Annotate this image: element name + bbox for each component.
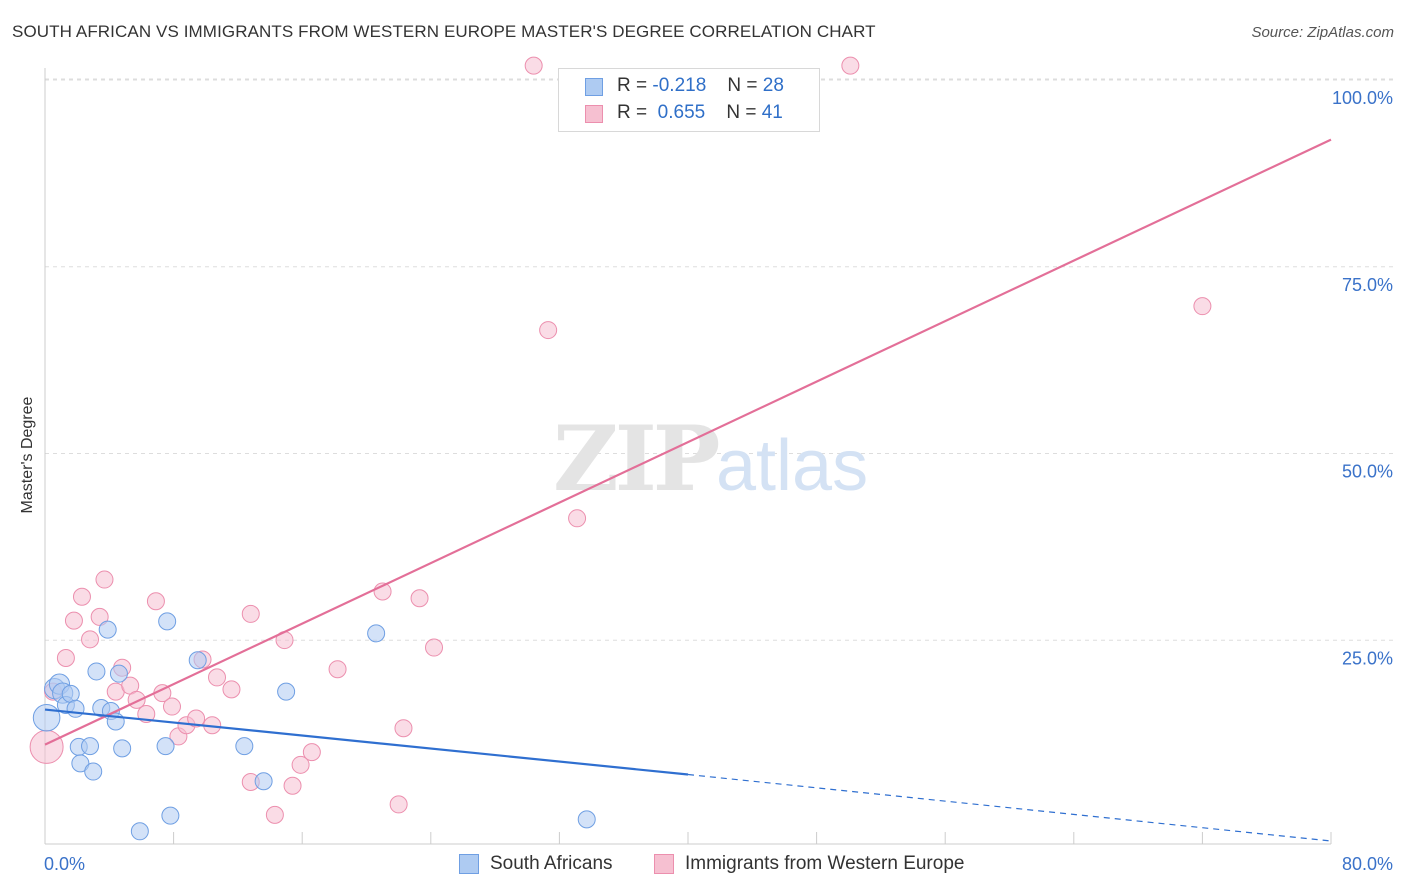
data-point[interactable] <box>328 660 347 679</box>
data-point[interactable] <box>208 668 227 687</box>
data-point[interactable] <box>81 630 100 649</box>
data-point[interactable] <box>277 682 296 701</box>
legend-n-label: N = <box>726 102 757 123</box>
trend-lines <box>44 138 1332 842</box>
data-point[interactable] <box>539 321 558 340</box>
data-point[interactable] <box>146 592 165 611</box>
data-point[interactable] <box>64 611 83 630</box>
data-point[interactable] <box>32 703 61 732</box>
source-credit: Source: ZipAtlas.com <box>1251 24 1394 41</box>
legend-label: Immigrants from Western Europe <box>685 853 965 874</box>
watermark-atlas: atlas <box>716 426 868 506</box>
data-point[interactable] <box>241 604 260 623</box>
legend-r-label: R = <box>617 102 648 123</box>
data-point[interactable] <box>1193 297 1212 316</box>
legend-swatch-pink <box>654 854 674 874</box>
data-point[interactable] <box>156 737 175 756</box>
data-point[interactable] <box>84 762 103 781</box>
y-tick-label: 25.0% <box>1342 648 1393 668</box>
data-point[interactable] <box>188 651 207 670</box>
y-tick-label: 50.0% <box>1342 462 1393 482</box>
y-tick-label: 75.0% <box>1342 275 1393 295</box>
grid-lines <box>45 78 1395 641</box>
watermark-zip: ZIP <box>553 406 719 512</box>
legend-n-label: N = <box>727 75 758 96</box>
legend-n-value: 28 <box>762 75 784 96</box>
data-point[interactable] <box>71 754 90 773</box>
x-tick-label-max: 80.0% <box>1342 854 1393 874</box>
data-point[interactable] <box>187 709 206 728</box>
data-point[interactable] <box>161 806 180 825</box>
data-point[interactable] <box>291 755 310 774</box>
legend-n-value: 41 <box>761 102 783 123</box>
data-point[interactable] <box>29 729 64 764</box>
series-south-africans-points <box>32 612 596 841</box>
axes <box>44 68 1332 845</box>
legend-swatch-pink <box>585 105 603 123</box>
data-point[interactable] <box>367 624 386 643</box>
data-point[interactable] <box>158 612 177 631</box>
data-point[interactable] <box>265 805 284 824</box>
legend-swatch-blue <box>459 854 479 874</box>
legend-r-value: -0.218 <box>652 75 707 96</box>
data-point[interactable] <box>283 776 302 795</box>
data-point[interactable] <box>113 739 132 758</box>
data-point[interactable] <box>577 810 596 829</box>
data-point[interactable] <box>109 664 128 683</box>
chart-title: SOUTH AFRICAN VS IMMIGRANTS FROM WESTERN… <box>12 22 876 41</box>
legend-label: South Africans <box>490 853 613 874</box>
series-legend: South Africans Immigrants from Western E… <box>0 852 1406 878</box>
data-point[interactable] <box>98 620 117 639</box>
data-point[interactable] <box>90 607 109 626</box>
data-point[interactable] <box>87 662 106 681</box>
data-point[interactable] <box>394 719 413 738</box>
data-point[interactable] <box>72 587 91 606</box>
trend-line-south-africans-extrapolated <box>687 773 1332 842</box>
data-point[interactable] <box>841 56 860 75</box>
y-tick-label: 100.0% <box>1332 88 1393 108</box>
data-point[interactable] <box>524 56 543 75</box>
data-point[interactable] <box>222 680 241 699</box>
trend-line-western-europe <box>44 138 1332 746</box>
data-point[interactable] <box>61 684 80 703</box>
data-point[interactable] <box>235 737 254 756</box>
data-point[interactable] <box>425 638 444 657</box>
x-tick-label-min: 0.0% <box>44 854 85 874</box>
data-point[interactable] <box>410 589 429 608</box>
data-point[interactable] <box>130 822 149 841</box>
data-point[interactable] <box>66 699 85 718</box>
data-point[interactable] <box>254 772 273 791</box>
data-point[interactable] <box>162 697 181 716</box>
trend-line-south-africans <box>44 708 689 776</box>
data-point[interactable] <box>95 570 114 589</box>
data-point[interactable] <box>568 509 587 528</box>
data-point[interactable] <box>56 648 75 667</box>
legend-swatch-blue <box>585 78 603 96</box>
legend-r-label: R = <box>617 75 648 96</box>
legend-r-value: 0.655 <box>657 102 706 123</box>
data-point[interactable] <box>81 737 100 756</box>
data-point[interactable] <box>302 743 321 762</box>
watermark: ZIP atlas <box>553 406 868 512</box>
tick-labels: 25.0% 50.0% 75.0% 100.0% 0.0% 80.0% <box>44 88 1393 874</box>
data-point[interactable] <box>389 795 408 814</box>
correlation-legend: R = -0.218 N = 28 R = 0.655 N = 41 <box>558 68 820 132</box>
